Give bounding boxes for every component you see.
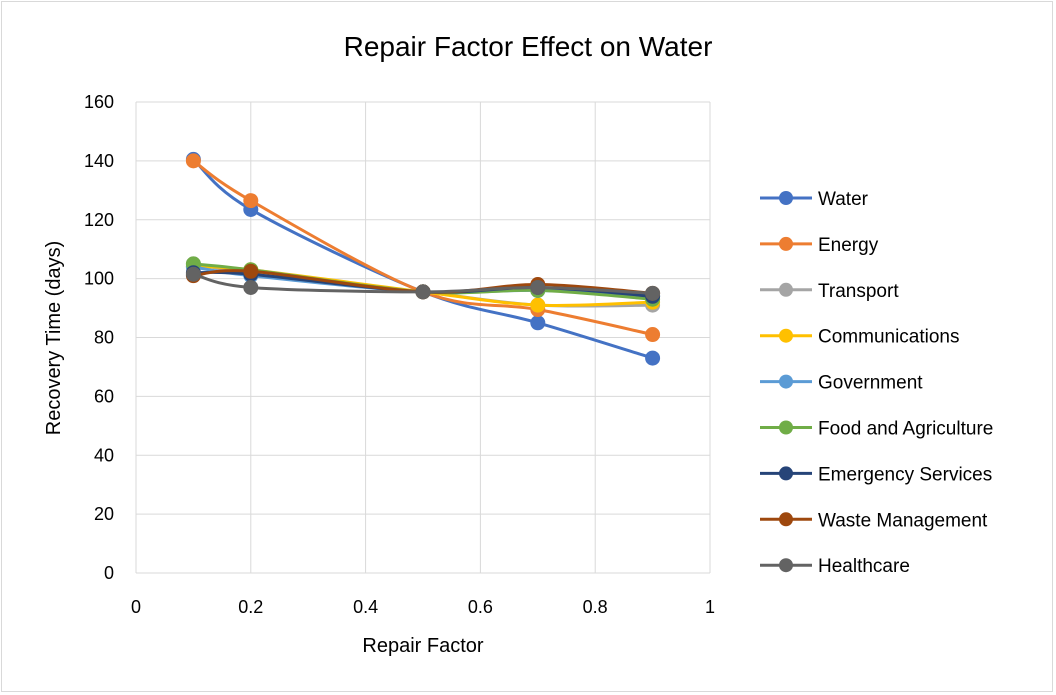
x-axis-title: Repair Factor bbox=[362, 635, 483, 657]
legend-label: Communications bbox=[818, 327, 960, 348]
legend-label: Waste Management bbox=[818, 510, 988, 531]
legend-item: Food and Agriculture bbox=[760, 419, 993, 440]
series-line bbox=[192, 158, 654, 360]
y-tick-label: 40 bbox=[94, 445, 114, 465]
x-tick-label: 0.2 bbox=[238, 597, 263, 617]
x-tick-label: 0.8 bbox=[583, 597, 608, 617]
legend-marker bbox=[779, 282, 793, 297]
legend-item: Transport bbox=[760, 281, 899, 302]
y-tick-label: 0 bbox=[104, 563, 114, 583]
legend-marker bbox=[779, 328, 793, 343]
legend-label: Transport bbox=[818, 281, 899, 302]
series-healthcare bbox=[185, 266, 661, 301]
y-tick-label: 60 bbox=[94, 386, 114, 406]
legend-item: Water bbox=[760, 189, 869, 210]
data-point bbox=[645, 327, 661, 343]
y-tick-label: 80 bbox=[94, 328, 114, 348]
legend-label: Emergency Services bbox=[818, 464, 992, 485]
data-point bbox=[243, 279, 259, 295]
legend-marker bbox=[779, 558, 793, 573]
x-tick-label: 1 bbox=[705, 597, 715, 617]
data-point bbox=[645, 285, 661, 301]
gridlines bbox=[135, 101, 711, 574]
legend-label: Healthcare bbox=[818, 556, 910, 577]
chart-title: Repair Factor Effect on Water bbox=[344, 31, 713, 62]
legend-item: Energy bbox=[760, 235, 879, 256]
y-tick-label: 20 bbox=[94, 504, 114, 524]
legend-item: Waste Management bbox=[760, 510, 988, 531]
x-tick-label: 0 bbox=[131, 597, 141, 617]
series-line bbox=[192, 159, 653, 337]
tick-labels: 0 20 40 60 80 100 120 140 160 0 0.2 0.4 0.6 0.8 1 bbox=[84, 92, 715, 617]
x-tick-label: 0.6 bbox=[468, 597, 493, 617]
data-point bbox=[243, 193, 259, 209]
y-axis-title: Recovery Time (days) bbox=[43, 241, 65, 436]
legend-marker bbox=[779, 236, 793, 251]
legend-item: Communications bbox=[760, 327, 960, 348]
legend-marker bbox=[779, 420, 793, 435]
legend: Water Energy Transport Communications Govern… bbox=[760, 189, 993, 577]
legend-marker bbox=[779, 512, 793, 527]
legend-item: Emergency Services bbox=[760, 464, 992, 485]
x-tick-label: 0.4 bbox=[353, 597, 378, 617]
legend-label: Water bbox=[818, 189, 869, 210]
y-tick-label: 120 bbox=[84, 210, 114, 230]
data-point bbox=[243, 263, 259, 279]
legend-label: Energy bbox=[818, 235, 879, 256]
y-tick-label: 100 bbox=[84, 269, 114, 289]
legend-item: Healthcare bbox=[760, 556, 910, 577]
data-point bbox=[185, 153, 201, 169]
y-tick-label: 160 bbox=[84, 92, 114, 112]
data-point bbox=[530, 315, 546, 331]
data-point bbox=[415, 284, 431, 300]
y-tick-label: 140 bbox=[84, 151, 114, 171]
legend-item: Government bbox=[760, 373, 923, 394]
data-point bbox=[530, 297, 546, 313]
legend-label: Government bbox=[818, 373, 923, 394]
series-group bbox=[185, 151, 661, 366]
legend-marker bbox=[779, 191, 793, 205]
data-point bbox=[185, 266, 201, 282]
series-water bbox=[185, 151, 661, 366]
legend-label: Food and Agriculture bbox=[818, 419, 993, 440]
series-energy bbox=[185, 153, 661, 343]
data-point bbox=[645, 350, 661, 366]
legend-marker bbox=[779, 374, 793, 389]
legend-marker bbox=[779, 466, 793, 481]
data-point bbox=[530, 279, 546, 295]
